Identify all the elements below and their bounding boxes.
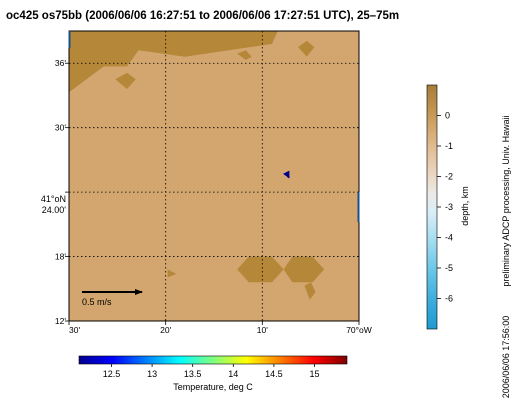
- depth-colorbar: 0 -1 -2 -3 -4 -5 -6 depth, km: [426, 84, 470, 330]
- depth-tick-label: -3: [445, 202, 453, 212]
- y-tick-label: 18': [55, 252, 66, 262]
- shallow-region: [283, 256, 325, 283]
- y-tick-label: 36': [55, 58, 66, 68]
- depth-tick-label: -6: [445, 294, 453, 304]
- temperature-tick-label: 15: [310, 369, 320, 379]
- temperature-tick-label: 14.5: [265, 369, 283, 379]
- scale-arrow-label: 0.5 m/s: [82, 297, 112, 307]
- current-vectors: [283, 170, 290, 179]
- shallow-region: [237, 50, 252, 60]
- map-panel: 30' 20' 10' 70°oW 36' 30' 18' 12' 41°oN 24.00'…: [41, 30, 372, 335]
- shallow-region: [298, 40, 315, 57]
- depth-tick-label: -1: [445, 141, 453, 151]
- temperature-tick-label: 13.5: [184, 369, 202, 379]
- timestamp: 2006/06/06 17:56:00: [501, 316, 511, 399]
- depth-tick-label: -5: [445, 263, 453, 273]
- y-tick-label: 30': [55, 123, 66, 133]
- x-ticks: 30' 20' 10' 70°oW: [68, 321, 372, 335]
- processing-credit: preliminary ADCP processing, Univ. Hawai…: [501, 115, 511, 286]
- x-tick-label: 70°oW: [346, 325, 372, 335]
- shallow-region: [69, 31, 278, 93]
- depth-tick-label: -4: [445, 233, 453, 243]
- x-tick-label: 20': [160, 325, 171, 335]
- y-center-label-2: 24.00': [42, 205, 67, 215]
- temperature-tick-label: 14: [228, 369, 238, 379]
- depth-colorbar-ticks: 0 -1 -2 -3 -4 -5 -6: [437, 111, 453, 304]
- depth-tick-label: 0: [445, 111, 450, 121]
- x-tick-label: 30': [69, 325, 80, 335]
- y-ticks: 36' 30' 18' 12': [55, 58, 69, 326]
- x-tick-label: 10': [257, 325, 268, 335]
- temperature-colorbar: 12.5 13 13.5 14 14.5 15 Temperature, deg C: [78, 355, 348, 392]
- shallow-region: [167, 269, 177, 278]
- shallow-region: [115, 72, 136, 89]
- y-tick-label: 12': [55, 316, 66, 326]
- temperature-colorbar-bar: [78, 355, 348, 365]
- temperature-tick-label: 13: [147, 369, 157, 379]
- depth-colorbar-bar: [426, 84, 438, 330]
- map-frame: [68, 30, 360, 322]
- shallow-region: [237, 256, 284, 283]
- shallow-region: [304, 282, 316, 300]
- current-vector: [283, 170, 290, 179]
- depth-tick-label: -2: [445, 172, 453, 182]
- temperature-tick-label: 12.5: [103, 369, 121, 379]
- depth-colorbar-label: depth, km: [460, 186, 470, 226]
- temperature-colorbar-label: Temperature, deg C: [173, 382, 253, 392]
- chart-title: oc425 os75bb (2006/06/06 16:27:51 to 200…: [6, 10, 399, 22]
- y-center-label-1: 41°oN: [41, 194, 66, 204]
- temperature-colorbar-ticks: 12.5 13 13.5 14 14.5 15: [103, 364, 320, 379]
- shallow-regions: [69, 31, 325, 300]
